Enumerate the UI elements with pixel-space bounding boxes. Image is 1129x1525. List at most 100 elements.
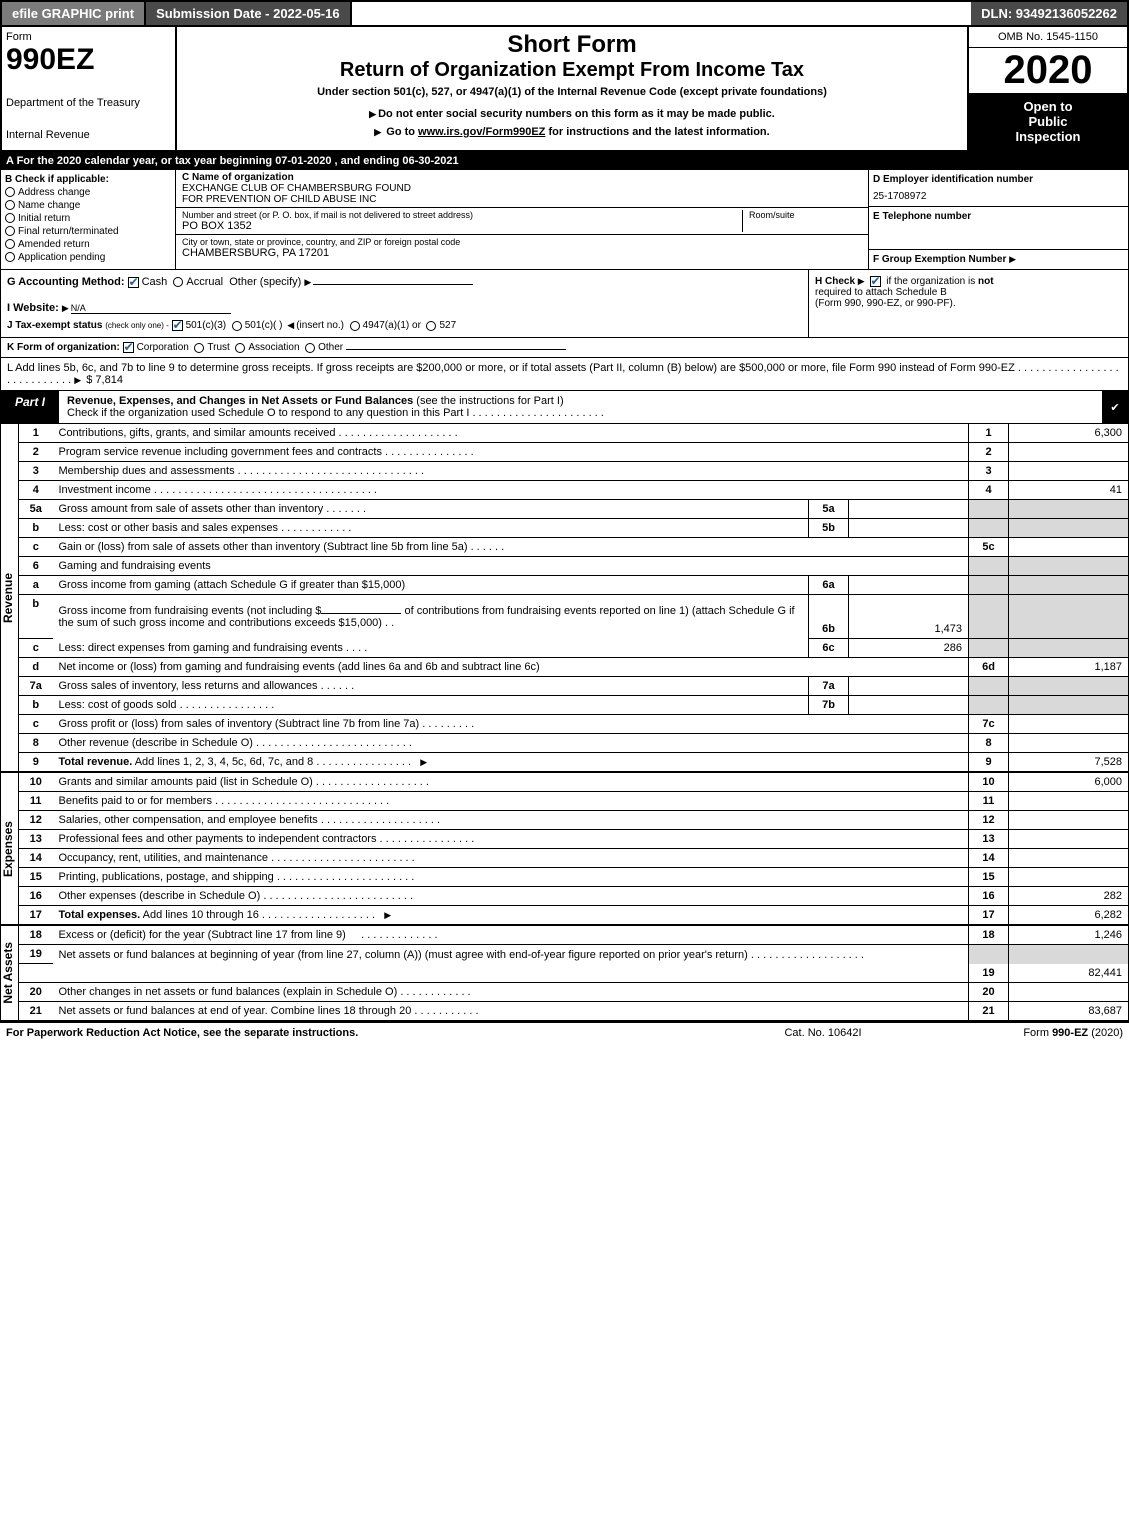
chk-schedule-b[interactable] bbox=[870, 276, 881, 287]
line-num: b bbox=[19, 595, 53, 639]
row-l: L Add lines 5b, 6c, and 7b to line 9 to … bbox=[0, 358, 1129, 391]
box-num: 13 bbox=[969, 830, 1009, 849]
chk-527[interactable] bbox=[426, 321, 436, 331]
box-val: 282 bbox=[1009, 887, 1129, 906]
group-exemption-label: F Group Exemption Number bbox=[873, 254, 1006, 265]
goto-post: for instructions and the latest informat… bbox=[548, 126, 769, 138]
table-row: c Gain or (loss) from sale of assets oth… bbox=[1, 538, 1129, 557]
h-text3: (Form 990, 990-EZ, or 990-PF). bbox=[815, 298, 956, 309]
chk-final-return[interactable]: Final return/terminated bbox=[5, 226, 171, 237]
527-label: 527 bbox=[439, 320, 456, 331]
line-desc: Other revenue (describe in Schedule O) bbox=[59, 737, 253, 749]
form-ref-pre: Form bbox=[1023, 1027, 1052, 1039]
box-val bbox=[1009, 715, 1129, 734]
table-row: 3 Membership dues and assessments . . . … bbox=[1, 462, 1129, 481]
public-inspection: Open to Public Inspection bbox=[969, 93, 1127, 150]
box-val bbox=[1009, 734, 1129, 753]
street-label: Number and street (or P. O. box, if mail… bbox=[182, 210, 742, 220]
inspection-line3: Inspection bbox=[973, 129, 1123, 144]
instructions-link[interactable]: www.irs.gov/Form990EZ bbox=[418, 126, 545, 138]
sub-val bbox=[849, 500, 969, 519]
chk-cash[interactable] bbox=[128, 277, 139, 288]
other-label: Other (specify) bbox=[229, 276, 301, 288]
sub-val: 286 bbox=[849, 639, 969, 658]
line-num: c bbox=[19, 715, 53, 734]
dln-label: DLN: 93492136052262 bbox=[971, 2, 1127, 25]
row-k: K Form of organization: Corporation Trus… bbox=[0, 338, 1129, 358]
assoc-label: Association bbox=[248, 342, 299, 353]
sub-num: 6b bbox=[809, 595, 849, 639]
org-name-row: C Name of organization EXCHANGE CLUB OF … bbox=[176, 170, 868, 208]
g-label: G Accounting Method: bbox=[7, 276, 125, 288]
line-desc: Less: direct expenses from gaming and fu… bbox=[59, 642, 343, 654]
under-section: Under section 501(c), 527, or 4947(a)(1)… bbox=[181, 86, 963, 98]
insert-no-label: (insert no.) bbox=[296, 320, 344, 331]
table-row: 16 Other expenses (describe in Schedule … bbox=[1, 887, 1129, 906]
part-1-title: Revenue, Expenses, and Changes in Net As… bbox=[59, 391, 1102, 423]
l-text: L Add lines 5b, 6c, and 7b to line 9 to … bbox=[7, 362, 1015, 374]
box-val bbox=[1009, 538, 1129, 557]
box-def: D Employer identification number 25-1708… bbox=[868, 170, 1128, 269]
line-num: 13 bbox=[19, 830, 53, 849]
chk-corporation[interactable] bbox=[123, 342, 134, 353]
line-num: 11 bbox=[19, 792, 53, 811]
part-1-check-line: Check if the organization used Schedule … bbox=[67, 407, 469, 419]
h-text2: required to attach Schedule B bbox=[815, 287, 947, 298]
chk-name-change[interactable]: Name change bbox=[5, 200, 171, 211]
chk-address-change[interactable]: Address change bbox=[5, 187, 171, 198]
table-row: 19 82,441 bbox=[1, 964, 1129, 983]
sub-num: 5b bbox=[809, 519, 849, 538]
revenue-side-label: Revenue bbox=[1, 573, 15, 623]
line-desc: Less: cost of goods sold bbox=[59, 699, 177, 711]
box-num: 3 bbox=[969, 462, 1009, 481]
line-desc: Other changes in net assets or fund bala… bbox=[59, 986, 398, 998]
line-desc-bold: Total expenses. bbox=[59, 909, 141, 921]
sub-val bbox=[849, 576, 969, 595]
chk-4947[interactable] bbox=[350, 321, 360, 331]
goto-pre: Go to bbox=[386, 126, 418, 138]
box-val: 83,687 bbox=[1009, 1001, 1129, 1021]
chk-initial-return[interactable]: Initial return bbox=[5, 213, 171, 224]
line-num: 20 bbox=[19, 982, 53, 1001]
form-ref: Form 990-EZ (2020) bbox=[923, 1027, 1123, 1039]
line-num: a bbox=[19, 576, 53, 595]
inspection-line1: Open to bbox=[973, 99, 1123, 114]
instructions-link-row: Go to www.irs.gov/Form990EZ for instruct… bbox=[181, 126, 963, 138]
chk-amended-return[interactable]: Amended return bbox=[5, 239, 171, 250]
part-1-schedule-o-check[interactable]: ✔ bbox=[1102, 391, 1128, 423]
name-change-label: Name change bbox=[18, 200, 80, 211]
chk-501c3[interactable] bbox=[172, 320, 183, 331]
other-specify-input[interactable] bbox=[313, 284, 473, 285]
city-row: City or town, state or province, country… bbox=[176, 235, 868, 269]
table-row: 7a Gross sales of inventory, less return… bbox=[1, 677, 1129, 696]
tax-year: 2020 bbox=[969, 48, 1127, 93]
box-val: 1,187 bbox=[1009, 658, 1129, 677]
line-desc: Occupancy, rent, utilities, and maintena… bbox=[59, 852, 269, 864]
chk-accrual[interactable] bbox=[173, 277, 183, 287]
chk-other-org[interactable] bbox=[305, 343, 315, 353]
other-org-input[interactable] bbox=[346, 349, 566, 350]
sub-num: 7a bbox=[809, 677, 849, 696]
box-val bbox=[1009, 811, 1129, 830]
line-desc: Gross income from gaming (attach Schedul… bbox=[59, 579, 406, 591]
line-num: b bbox=[19, 519, 53, 538]
chk-association[interactable] bbox=[235, 343, 245, 353]
line-desc: Add lines 10 through 16 bbox=[140, 909, 259, 921]
k-label: K Form of organization: bbox=[7, 342, 120, 353]
form-number: 990EZ bbox=[6, 43, 171, 77]
chk-application-pending[interactable]: Application pending bbox=[5, 252, 171, 263]
chk-trust[interactable] bbox=[194, 343, 204, 353]
chk-501c[interactable] bbox=[232, 321, 242, 331]
line-num: 17 bbox=[19, 906, 53, 926]
line-desc: Salaries, other compensation, and employ… bbox=[59, 814, 318, 826]
box-c-label: C Name of organization bbox=[182, 172, 862, 183]
501c-label: 501(c)( ) bbox=[245, 320, 283, 331]
form-ref-post: (2020) bbox=[1088, 1027, 1123, 1039]
sub-num: 6c bbox=[809, 639, 849, 658]
efile-print-button[interactable]: efile GRAPHIC print bbox=[2, 2, 146, 25]
box-val bbox=[1009, 982, 1129, 1001]
trust-label: Trust bbox=[207, 342, 229, 353]
shade-cell bbox=[969, 557, 1009, 576]
box-c: C Name of organization EXCHANGE CLUB OF … bbox=[176, 170, 868, 269]
shade-cell bbox=[1009, 945, 1129, 964]
